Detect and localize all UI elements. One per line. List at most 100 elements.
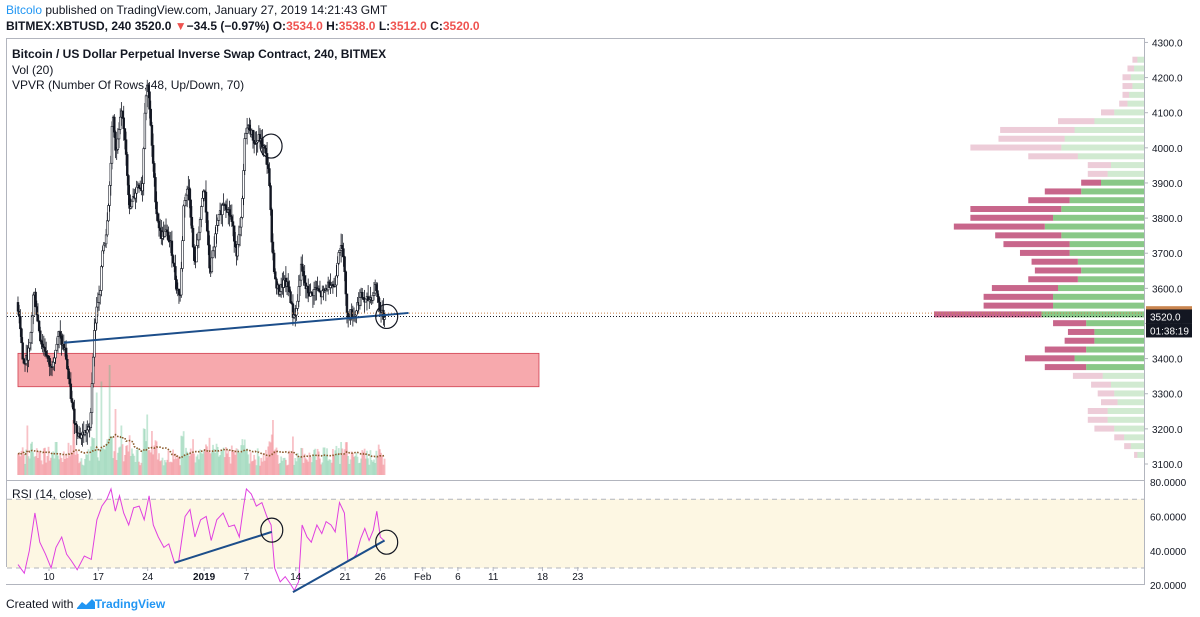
candle-body: [204, 191, 208, 213]
volume-bar: [337, 448, 340, 475]
tradingview-brand[interactable]: TradingView: [94, 597, 166, 611]
volume-bar: [343, 449, 346, 475]
volume-bar: [66, 458, 69, 475]
volume-bar: [32, 452, 35, 475]
candle-body: [122, 117, 125, 129]
candle-body: [167, 231, 170, 241]
volume-bar: [74, 454, 77, 475]
candle-body: [198, 219, 202, 233]
candle-body: [269, 185, 272, 211]
volume-bar: [46, 456, 49, 475]
volume-bar: [67, 442, 70, 475]
candle-body: [221, 204, 224, 216]
vpvr-up-bar: [1061, 232, 1144, 239]
volume-bar: [118, 447, 120, 475]
vpvr-down-bar: [1064, 337, 1095, 344]
candle-body: [108, 184, 111, 206]
candle-body: [99, 290, 102, 296]
candle-body: [270, 209, 273, 243]
vpvr-up-bar: [1041, 311, 1144, 318]
candle-body: [56, 336, 60, 345]
time-tick-label: Feb: [414, 572, 432, 583]
candle-body: [196, 239, 199, 246]
vpvr-up-bar: [1094, 328, 1144, 335]
volume-bar: [239, 453, 241, 475]
volume-bar: [129, 456, 132, 475]
volume-bar: [351, 452, 354, 475]
candle-body: [100, 266, 103, 291]
candle-body: [27, 347, 30, 361]
volume-bar: [241, 439, 244, 475]
candle-body: [337, 252, 340, 264]
candle-body: [97, 294, 101, 303]
volume-bar: [220, 451, 223, 475]
volume-bar: [355, 452, 358, 475]
candle-body: [124, 139, 128, 155]
price-tick-label: 4000.0: [1152, 144, 1183, 155]
vpvr-down-bar: [1101, 399, 1118, 406]
time-tick-label: 10: [43, 572, 55, 583]
candle-body: [19, 316, 22, 330]
candle-body: [142, 148, 145, 184]
volume-bar: [82, 465, 85, 475]
down-arrow-icon: ▼: [174, 19, 187, 33]
vpvr-down-bar: [1019, 249, 1070, 256]
volume-bar: [79, 461, 82, 475]
volume-bar: [316, 448, 319, 475]
candle-body: [210, 257, 214, 273]
volume-bar: [357, 463, 360, 475]
candle-body: [30, 315, 34, 333]
vpvr-up-bar: [1137, 56, 1144, 63]
candle-body: [94, 322, 97, 331]
volume-bar: [31, 441, 33, 475]
candle-body: [29, 332, 33, 344]
volume-bar: [176, 455, 179, 475]
candle-body: [60, 335, 63, 345]
candle-body: [21, 342, 24, 360]
volume-bar: [64, 459, 66, 475]
volume-bar: [303, 453, 306, 475]
vpvr-down-bar: [934, 311, 1042, 318]
candle-body: [289, 291, 292, 304]
volume-bar: [88, 460, 91, 475]
volume-bar: [168, 462, 171, 475]
volume-bar: [186, 451, 189, 475]
vpvr-up-bar: [1114, 390, 1144, 397]
candle-body: [345, 293, 349, 314]
volume-bar: [283, 457, 286, 475]
vpvr-up-bar: [1077, 276, 1144, 283]
volume-bar: [80, 458, 83, 475]
volume-bar: [205, 444, 207, 475]
volume-bar: [339, 463, 341, 475]
open-label: O:: [272, 19, 287, 33]
volume-bar: [331, 449, 334, 475]
volume-bar: [234, 454, 237, 475]
volume-bar: [304, 458, 307, 475]
vpvr-down-bar: [1134, 451, 1138, 458]
author-name[interactable]: Bitcolo: [6, 3, 43, 17]
vpvr-down-bar: [1122, 91, 1130, 98]
volume-bar: [22, 454, 25, 475]
volume-bar: [236, 449, 239, 475]
vpvr-up-bar: [1077, 153, 1144, 160]
candle-body: [364, 298, 367, 303]
volume-bar: [249, 452, 252, 475]
vpvr-up-bar: [1061, 144, 1144, 151]
candle-body: [243, 138, 246, 171]
volume-bar: [367, 458, 370, 475]
volume-bar: [293, 464, 296, 475]
volume-bar: [347, 455, 350, 475]
candle-body: [205, 211, 209, 232]
close-value: 3520.0: [442, 19, 480, 33]
volume-bar: [260, 457, 263, 475]
created-with-text: Created with: [6, 597, 74, 611]
candle-body: [232, 225, 236, 242]
volume-bar: [75, 450, 78, 475]
volume-bar: [189, 448, 192, 475]
price-tick-label: 3400.0: [1152, 355, 1183, 366]
price-tick-label: 3100.0: [1152, 460, 1183, 471]
candle-body: [171, 255, 175, 264]
volume-bar: [21, 447, 24, 475]
rsi-tick-label: 80.0000: [1150, 478, 1187, 489]
